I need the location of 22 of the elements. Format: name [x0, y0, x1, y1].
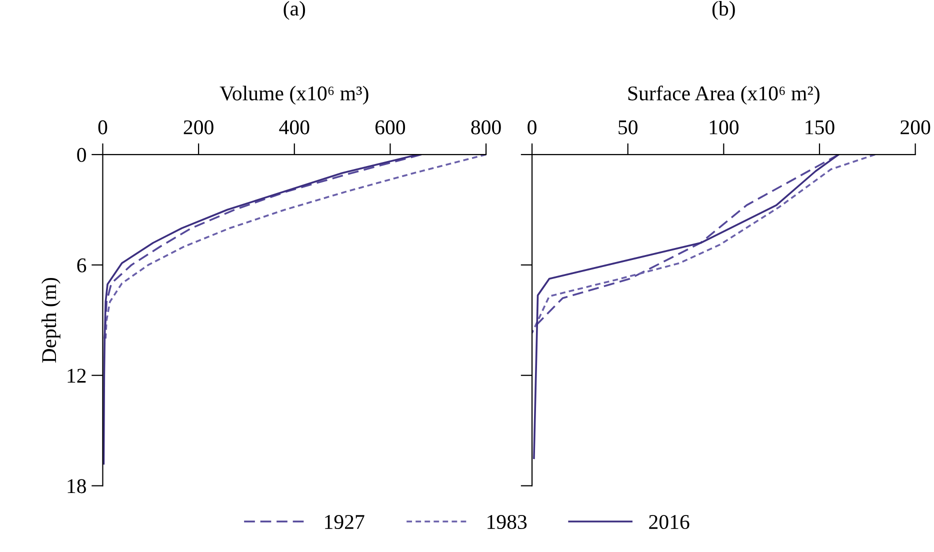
legend-label: 1927: [325, 515, 364, 530]
legend-label: 1983: [488, 514, 527, 530]
x-tick-label: 400: [279, 120, 310, 134]
y-tick-label: 6: [77, 258, 86, 272]
x-axis-title: Surface Area (x10⁶ m²): [628, 86, 820, 105]
x-tick-label: 200: [184, 120, 214, 134]
x-tick-label: 200: [900, 120, 930, 134]
y-tick-label: 12: [68, 368, 86, 383]
x-axis-title: Volume (x10⁶ m³): [220, 86, 368, 105]
x-tick-label: 100: [710, 120, 739, 134]
x-tick-label: 150: [806, 120, 834, 134]
x-tick-label: 0: [98, 120, 108, 134]
legend-label: 2016: [649, 514, 690, 530]
y-tick-label: 0: [77, 148, 86, 162]
x-tick-label: 0: [528, 120, 536, 134]
chart-title: (b): [712, 1, 735, 20]
x-tick-label: 50: [618, 120, 638, 134]
x-tick-label: 600: [375, 120, 406, 134]
chart-title: (a): [284, 1, 306, 20]
x-tick-label: 800: [471, 120, 501, 134]
y-tick-label: 18: [68, 479, 86, 494]
y-axis-title: Depth (m): [41, 278, 60, 363]
